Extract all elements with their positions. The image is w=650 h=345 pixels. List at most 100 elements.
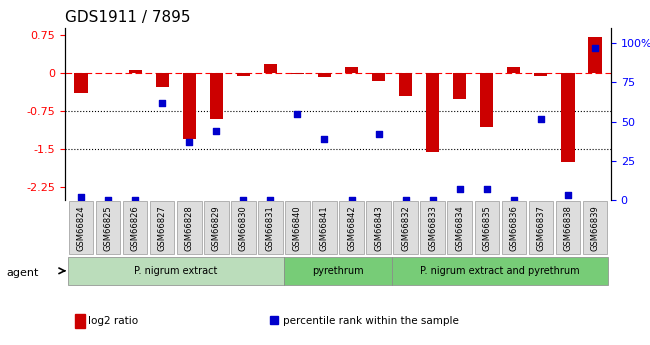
- Text: GSM66842: GSM66842: [347, 203, 356, 252]
- Text: GSM66830: GSM66830: [239, 203, 248, 252]
- Text: GSM66836: GSM66836: [509, 203, 518, 252]
- Text: GSM66838: GSM66838: [564, 203, 572, 252]
- Bar: [453, 73, 467, 99]
- Point: [428, 197, 438, 203]
- Text: GSM66840: GSM66840: [293, 205, 302, 250]
- Text: GSM66832: GSM66832: [401, 203, 410, 252]
- FancyBboxPatch shape: [367, 201, 391, 254]
- Bar: [344, 67, 358, 73]
- Point: [536, 116, 546, 121]
- Bar: [237, 73, 250, 76]
- Text: GSM66834: GSM66834: [455, 205, 464, 250]
- Text: GSM66825: GSM66825: [104, 205, 112, 250]
- Bar: [209, 73, 223, 119]
- Point: [211, 128, 222, 134]
- Text: GSM66830: GSM66830: [239, 205, 248, 250]
- Bar: [155, 73, 169, 88]
- Point: [130, 197, 140, 203]
- FancyBboxPatch shape: [150, 201, 174, 254]
- Text: GSM66827: GSM66827: [158, 203, 167, 252]
- Point: [454, 186, 465, 192]
- Bar: [75, 73, 88, 92]
- FancyBboxPatch shape: [284, 257, 392, 285]
- Text: GDS1911 / 7895: GDS1911 / 7895: [65, 10, 190, 25]
- Bar: [372, 73, 385, 81]
- Text: GSM66825: GSM66825: [104, 203, 112, 252]
- Text: GSM66831: GSM66831: [266, 205, 275, 250]
- FancyBboxPatch shape: [258, 201, 283, 254]
- Bar: [561, 73, 575, 162]
- Text: P. nigrum extract: P. nigrum extract: [134, 266, 218, 276]
- FancyBboxPatch shape: [392, 257, 608, 285]
- Text: GSM66829: GSM66829: [212, 203, 221, 252]
- Bar: [183, 73, 196, 139]
- Text: GSM66826: GSM66826: [131, 203, 140, 252]
- Text: GSM66841: GSM66841: [320, 205, 329, 250]
- Point: [103, 197, 114, 203]
- Text: GSM66829: GSM66829: [212, 205, 221, 250]
- Text: GSM66836: GSM66836: [509, 205, 518, 250]
- Text: GSM66827: GSM66827: [158, 205, 167, 250]
- Text: GSM66828: GSM66828: [185, 203, 194, 252]
- Text: GSM66837: GSM66837: [536, 205, 545, 250]
- Point: [184, 139, 194, 145]
- Text: GSM66831: GSM66831: [266, 203, 275, 252]
- FancyBboxPatch shape: [582, 201, 607, 254]
- Text: GSM66838: GSM66838: [564, 205, 572, 250]
- Point: [265, 197, 276, 203]
- FancyBboxPatch shape: [556, 201, 580, 254]
- Text: GSM66833: GSM66833: [428, 203, 437, 252]
- Text: GSM66839: GSM66839: [590, 205, 599, 250]
- Text: GSM66841: GSM66841: [320, 203, 329, 252]
- Text: pyrethrum: pyrethrum: [312, 266, 364, 276]
- Text: GSM66826: GSM66826: [131, 205, 140, 250]
- FancyBboxPatch shape: [339, 201, 364, 254]
- Point: [292, 111, 303, 117]
- FancyBboxPatch shape: [474, 201, 499, 254]
- Point: [508, 197, 519, 203]
- Text: percentile rank within the sample: percentile rank within the sample: [283, 316, 459, 326]
- Bar: [507, 67, 521, 73]
- Text: GSM66828: GSM66828: [185, 205, 194, 250]
- Text: P. nigrum extract and pyrethrum: P. nigrum extract and pyrethrum: [421, 266, 580, 276]
- FancyBboxPatch shape: [96, 201, 120, 254]
- FancyBboxPatch shape: [123, 201, 148, 254]
- Text: GSM66833: GSM66833: [428, 205, 437, 250]
- Point: [238, 197, 248, 203]
- Text: log2 ratio: log2 ratio: [88, 316, 138, 326]
- Bar: [534, 73, 547, 76]
- Text: GSM66843: GSM66843: [374, 205, 383, 250]
- Bar: [318, 73, 332, 77]
- Bar: [480, 73, 493, 127]
- FancyBboxPatch shape: [204, 201, 229, 254]
- FancyBboxPatch shape: [528, 201, 553, 254]
- Text: GSM66839: GSM66839: [590, 203, 599, 252]
- Point: [346, 197, 357, 203]
- Point: [373, 131, 384, 137]
- Text: GSM66824: GSM66824: [77, 203, 86, 252]
- FancyBboxPatch shape: [447, 201, 472, 254]
- FancyBboxPatch shape: [502, 201, 526, 254]
- Text: GSM66840: GSM66840: [293, 203, 302, 252]
- Bar: [129, 70, 142, 73]
- Point: [400, 197, 411, 203]
- Text: GSM66842: GSM66842: [347, 205, 356, 250]
- Bar: [588, 37, 601, 73]
- Text: GSM66835: GSM66835: [482, 203, 491, 252]
- Bar: [291, 73, 304, 74]
- Point: [319, 136, 330, 142]
- Text: GSM66843: GSM66843: [374, 203, 383, 252]
- FancyBboxPatch shape: [69, 201, 94, 254]
- FancyBboxPatch shape: [285, 201, 309, 254]
- FancyBboxPatch shape: [68, 257, 284, 285]
- FancyBboxPatch shape: [421, 201, 445, 254]
- Bar: [264, 64, 277, 73]
- FancyBboxPatch shape: [312, 201, 337, 254]
- Bar: [399, 73, 412, 96]
- Point: [482, 186, 492, 192]
- FancyBboxPatch shape: [177, 201, 202, 254]
- Text: GSM66837: GSM66837: [536, 203, 545, 252]
- Text: GSM66832: GSM66832: [401, 205, 410, 250]
- Bar: [426, 73, 439, 152]
- Text: GSM66834: GSM66834: [455, 203, 464, 252]
